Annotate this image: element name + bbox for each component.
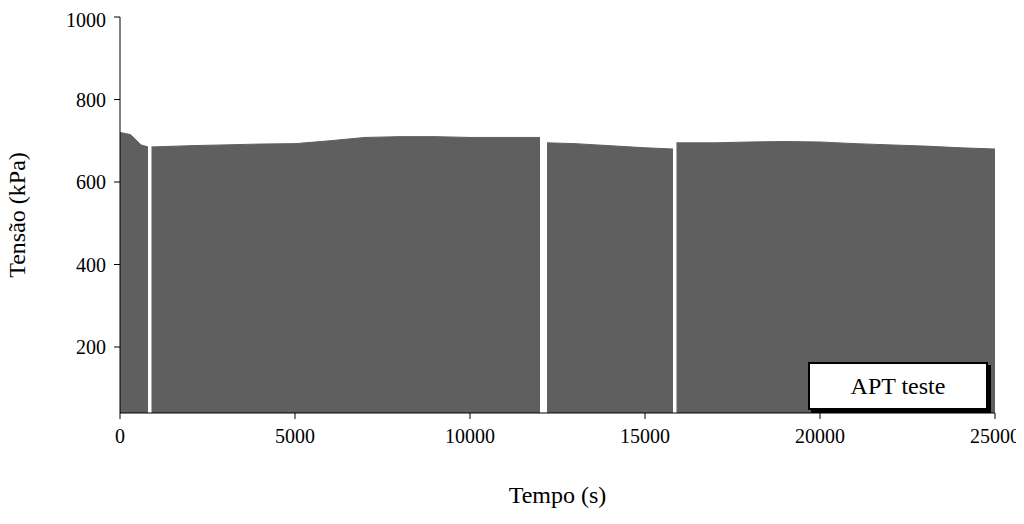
svg-text:Tensão (kPa): Tensão (kPa) bbox=[8, 152, 30, 278]
svg-text:15000: 15000 bbox=[620, 425, 670, 447]
svg-text:0: 0 bbox=[115, 425, 125, 447]
svg-text:25000: 25000 bbox=[970, 425, 1016, 447]
svg-text:400: 400 bbox=[76, 254, 106, 276]
svg-text:600: 600 bbox=[76, 171, 106, 193]
svg-text:800: 800 bbox=[76, 89, 106, 111]
svg-text:200: 200 bbox=[76, 336, 106, 358]
svg-text:1000: 1000 bbox=[66, 9, 106, 31]
svg-text:5000: 5000 bbox=[275, 425, 315, 447]
svg-text:Tempo (s): Tempo (s) bbox=[509, 482, 607, 508]
html-text:APT teste: APT teste bbox=[850, 372, 946, 399]
svg-text:10000: 10000 bbox=[445, 425, 495, 447]
svg-text:20000: 20000 bbox=[795, 425, 845, 447]
